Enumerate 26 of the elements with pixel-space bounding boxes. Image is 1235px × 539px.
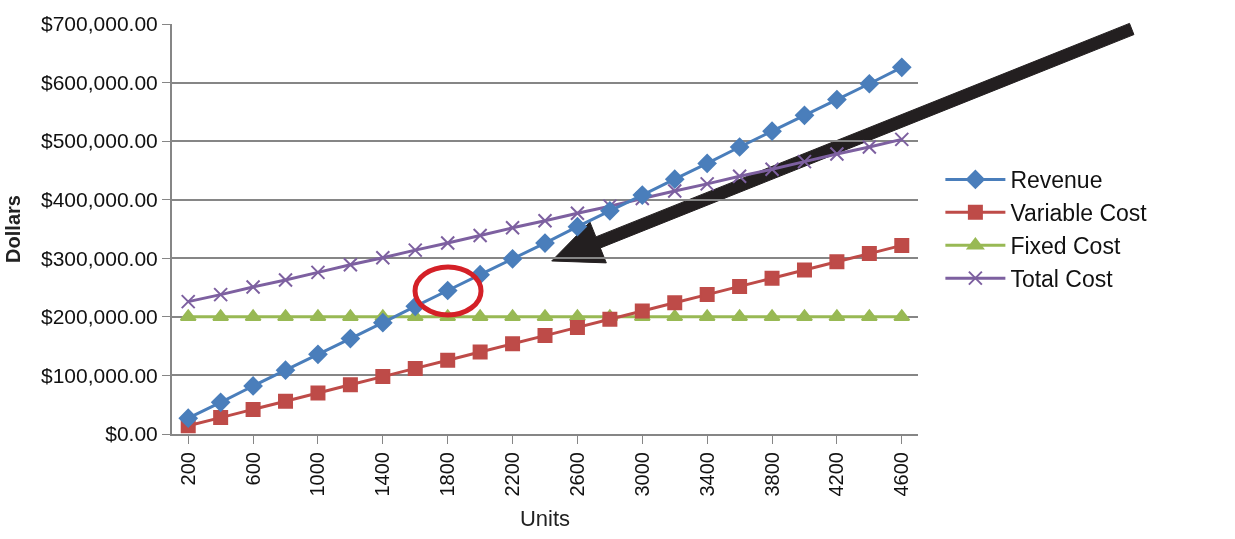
x-tick-label: 200 — [176, 452, 199, 486]
y-tick-label: $0.00 — [105, 422, 158, 446]
x-axis-title: Units — [519, 505, 571, 531]
x-tick-label: 4600 — [890, 452, 913, 497]
legend-label: Fixed Cost — [1010, 233, 1121, 260]
y-tick-label: $500,000.00 — [41, 129, 158, 153]
x-tick-label: 1800 — [436, 452, 459, 497]
y-tick-label: $200,000.00 — [41, 305, 158, 329]
x-tick-label: 2600 — [565, 452, 588, 497]
y-tick-label: $100,000.00 — [41, 363, 158, 387]
x-tick-label: 3800 — [760, 452, 783, 497]
x-tick-label: 4200 — [825, 452, 848, 497]
x-tick-label: 3000 — [630, 452, 653, 497]
y-tick-label: $700,000.00 — [41, 12, 158, 36]
x-tick-label: 1400 — [371, 452, 394, 497]
legend-label: Total Cost — [1010, 266, 1114, 293]
legend-label: Revenue — [1010, 167, 1103, 194]
y-axis-title: Dollars — [2, 195, 24, 263]
y-tick-label: $300,000.00 — [41, 246, 158, 270]
x-tick-label: 600 — [241, 452, 264, 486]
y-tick-label: $400,000.00 — [41, 188, 158, 212]
x-tick-label: 1000 — [306, 452, 329, 497]
x-tick-label: 2200 — [501, 452, 524, 497]
legend-label: Variable Cost — [1010, 200, 1148, 227]
y-tick-label: $600,000.00 — [41, 70, 158, 94]
x-tick-label: 3400 — [695, 452, 718, 497]
